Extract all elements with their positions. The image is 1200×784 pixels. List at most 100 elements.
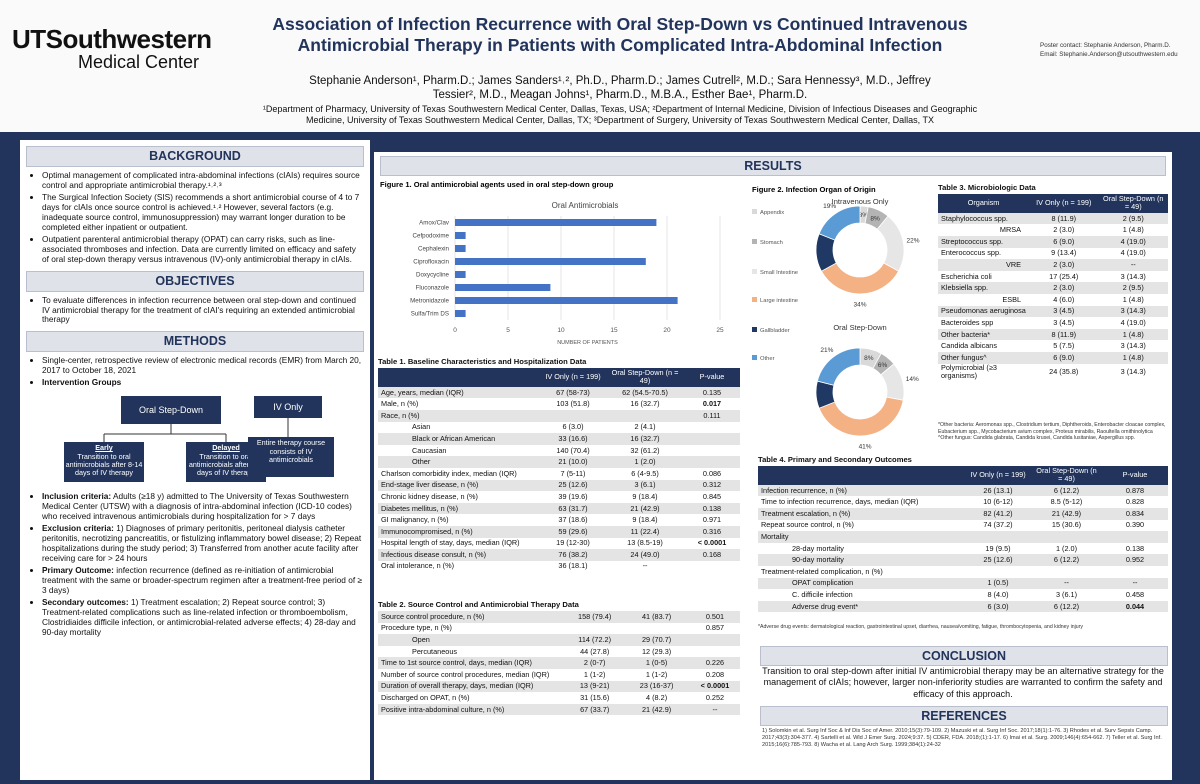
table-row: Male, n (%) 103 (51.8) 16 (32.7) 0.017 [378,398,740,410]
table-cell [684,445,740,457]
bar [455,271,466,278]
table-cell: 3 (6.1) [606,479,684,492]
table-row: Other bacteria* 8 (11.9) 1 (4.8) [938,328,1168,341]
legend-swatch [752,327,757,332]
table-cell: Discharged on OPAT, n (%) [381,692,470,702]
table-header-cell: Oral Step-Down (n = 49) [606,368,684,387]
bullet: Inclusion criteria: Adults (≥18 y) admit… [42,491,364,522]
table-cell: 3 (6.1) [1055,589,1078,599]
table-cell: 8.5 (5-12) [1050,497,1083,507]
table-cell: 0.878 [1102,484,1168,497]
legend-swatch [752,269,757,274]
results-panel: RESULTS Figure 1. Oral antimicrobial agen… [374,152,1172,780]
criteria-label: Primary Outcome: [42,564,114,575]
table-cell: 44 (27.8) [580,646,610,656]
table-row: Hospital length of stay, days, median (I… [378,538,740,550]
legend-label: Large intestine [760,298,798,304]
table-row: Immunocompromised, n (%) 59 (29.6) 11 (22.… [378,525,740,538]
table-cell: 103 (51.8) [556,399,590,409]
table-caption: Table 1. Baseline Characteristics and Ho… [378,357,587,366]
table-cell: 28-day mortality [792,543,844,553]
table-row: OPAT complication 1 (0.5) -- -- [758,577,1168,590]
table-cell: 0.845 [702,491,722,501]
table-cell: 1 (4.8) [1098,351,1168,364]
table-cell: < 0.0001 [689,680,740,693]
table-row: MRSA 2 (3.0) 1 (4.8) [938,224,1168,236]
table-row: Staphylococcus spp. 8 (11.9) 2 (9.5) [938,212,1168,225]
table-cell: 90-day mortality [758,554,965,566]
data-label: 8% [870,215,880,222]
table-cell: 2 (3.0) [1029,259,1099,271]
table-cell: Procedure type, n (%) [381,623,452,633]
table-row: Mortality [758,531,1168,543]
bullet: To evaluate differences in infection rec… [42,295,364,326]
table-cell: Male, n (%) [381,399,419,409]
table-cell: OPAT complication [758,577,965,590]
chart-title: Intravenous Only [832,197,889,206]
contact: Poster contact: Stephanie Anderson, Phar… [1040,42,1200,60]
table-cell: 0.017 [702,399,722,409]
bullet: Exclusion criteria: 1) Diagnoses of prim… [42,523,364,564]
table-row: GI malignancy, n (%) 37 (18.6) 9 (18.4) 0.9… [378,514,740,526]
legend-label: Appendix [760,210,784,216]
contact-name: Poster contact: Stephanie Anderson, Phar… [1040,42,1171,49]
table-cell: Open [378,634,567,646]
bar [455,310,466,317]
y-tick-label: Cefpodoxime [413,233,450,240]
table-cell: < 0.0001 [697,538,727,548]
legend-label: Gallbladder [760,328,790,334]
legend-label: Other [760,356,775,362]
table-cell: 4 (19.0) [1098,235,1168,248]
table-row: Open 114 (72.2) 29 (70.7) [378,634,740,646]
table-row: Streptococcus spp. 6 (9.0) 4 (19.0) [938,235,1168,248]
table-cell: 0.168 [684,549,740,561]
table-cell: 24 (35.8) [1049,366,1079,376]
x-tick-label: 10 [557,327,565,334]
x-tick-label: 5 [506,327,510,334]
table-cell: 24 (49.0) [606,549,684,561]
table-row: Duration of overall therapy, days, media… [378,680,740,693]
table-header-cell: P-value [684,368,740,387]
data-label: 41% [859,443,872,450]
table-cell: Charlson comorbidity index, median (IQR) [381,468,517,478]
table-cell: Other fungus^ [938,351,1030,364]
table-cell: 0.971 [702,515,722,525]
table-cell: 0.458 [1125,589,1145,599]
table-cell: 11 (22.4) [606,525,684,538]
table-header-cell [378,368,540,387]
table-cell: 1 (4.8) [1122,294,1144,304]
table-cell: Immunocompromised, n (%) [378,525,540,538]
table-cell: 21 (42.9) [606,502,684,515]
table-cell: 0.316 [684,525,740,538]
table-cell: 2 (0-7) [566,657,624,669]
table-cell: Candida albicans [941,341,997,351]
flowchart-connectors [103,418,289,443]
table-cell: Treatment escalation, n (%) [758,507,965,520]
contact-email: Email: Stephanie.Anderson@utsouthwestern… [1040,50,1178,58]
table-row: Pseudomonas aeruginosa 3 (4.5) 3 (14.3) [938,305,1168,318]
table-cell: 12 (29.3) [641,646,672,656]
table-row: Time to 1st source control, days, median… [378,657,740,669]
table-cell: Time to infection recurrence, days, medi… [761,497,919,507]
table-cell [566,623,623,635]
table-cell: 3 (14.3) [1120,366,1146,376]
table-row: Bacteroides spp 3 (4.5) 4 (19.0) [938,317,1168,329]
table-cell: 114 (72.2) [566,634,624,646]
table-cell [690,646,740,658]
table-cell: 0.135 [684,386,740,399]
table-cell: 21 (42.9) [1031,507,1102,520]
table-cell: Streptococcus spp. [938,235,1030,248]
table-row: Infectious disease consult, n (%) 76 (38.… [378,549,740,561]
flow-box-title: Early [95,443,113,453]
table-cell: Time to 1st source control, days, median… [378,657,567,669]
table-cell: 67 (58-73) [540,386,606,399]
criteria-label: Secondary outcomes: [42,596,129,607]
flow-box-title: Delayed [212,443,240,453]
table-row: Escherichia coli 17 (25.4) 3 (14.3) [938,271,1168,283]
table-cell: 10 (6-12) [983,497,1013,507]
table-cell: 37 (18.6) [558,515,588,525]
table-cell: Oral intolerance, n (%) [381,561,454,571]
table-cell: -- [1098,259,1168,271]
flowchart: Oral Step-Down IV Only Early Transition to … [26,392,364,488]
section-heading: BACKGROUND [26,146,364,167]
